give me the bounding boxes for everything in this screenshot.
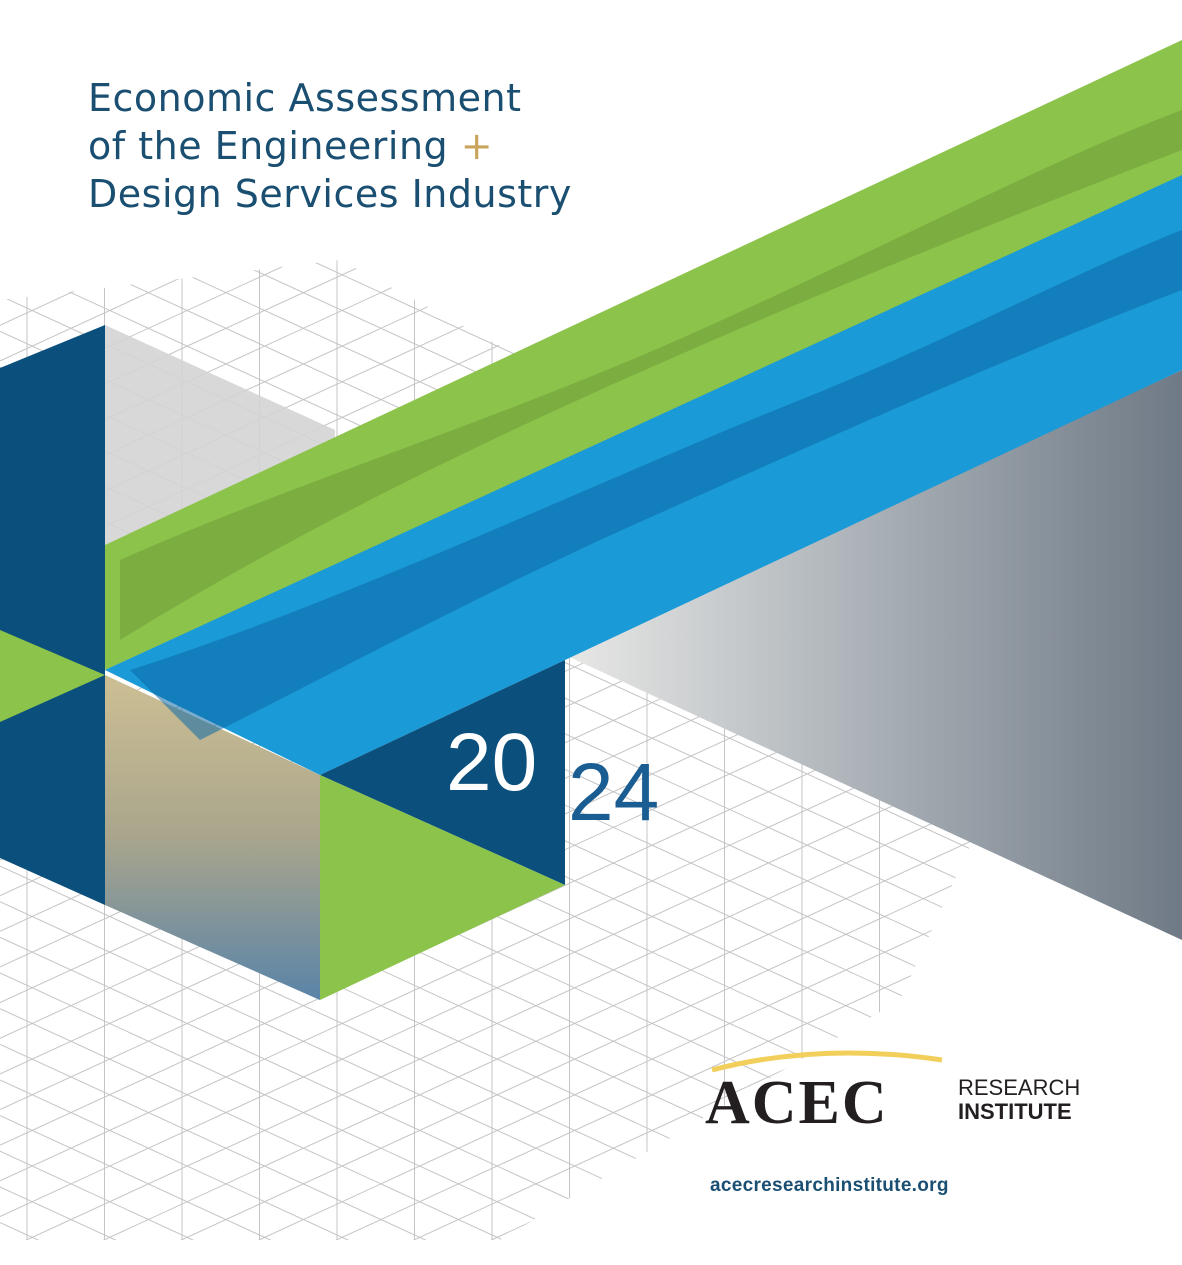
grid-line xyxy=(0,1043,448,1240)
logo-arc xyxy=(711,1050,943,1073)
grid-line xyxy=(1012,1172,1182,1250)
grid-line xyxy=(0,1115,293,1240)
navy-left-panel xyxy=(0,325,105,905)
grid-line xyxy=(0,1222,60,1240)
grid-line xyxy=(0,936,680,1240)
grid-line xyxy=(0,1008,525,1240)
grid-line xyxy=(0,260,164,326)
green-triangle xyxy=(320,775,565,1000)
gray-panel xyxy=(105,325,335,545)
title-line-2: of the Engineering xyxy=(88,124,449,168)
green-band-shade xyxy=(120,110,1182,640)
website-link[interactable]: acecresearchinstitute.org xyxy=(710,1175,949,1196)
title-line-1: Economic Assessment xyxy=(88,76,522,120)
logo-institute: INSTITUTE xyxy=(958,1099,1072,1124)
grid-line xyxy=(159,779,1000,1240)
building-photo xyxy=(105,675,320,1000)
grid-line xyxy=(1167,1243,1182,1250)
logo-research: RESEARCH xyxy=(958,1075,1081,1100)
grid-line xyxy=(0,1079,370,1240)
year-part-2: 24 xyxy=(568,747,660,838)
blue-band-shade xyxy=(130,230,1182,740)
grid-line xyxy=(934,1135,1000,1240)
grid-line xyxy=(0,250,9,254)
dome-photo xyxy=(565,370,1182,940)
grid-line xyxy=(236,814,1000,1240)
report-title: Economic Assessment of the Engineering +… xyxy=(88,74,572,218)
logo-acec: ACEC xyxy=(705,1069,889,1137)
grid-line xyxy=(0,1150,215,1240)
grid-line xyxy=(0,1186,138,1240)
acec-logo: ACEC RESEARCH INSTITUTE xyxy=(705,1050,1105,1137)
title-plus: + xyxy=(460,124,494,168)
year-part-1: 20 xyxy=(446,717,538,808)
navy-triangle xyxy=(320,660,565,885)
grid-line xyxy=(0,972,603,1240)
grid-line xyxy=(314,850,1000,1240)
title-line-3: Design Services Industry xyxy=(88,172,572,216)
green-left-triangle xyxy=(0,630,105,722)
grid-line xyxy=(0,260,87,291)
grid-line xyxy=(1090,1208,1182,1250)
